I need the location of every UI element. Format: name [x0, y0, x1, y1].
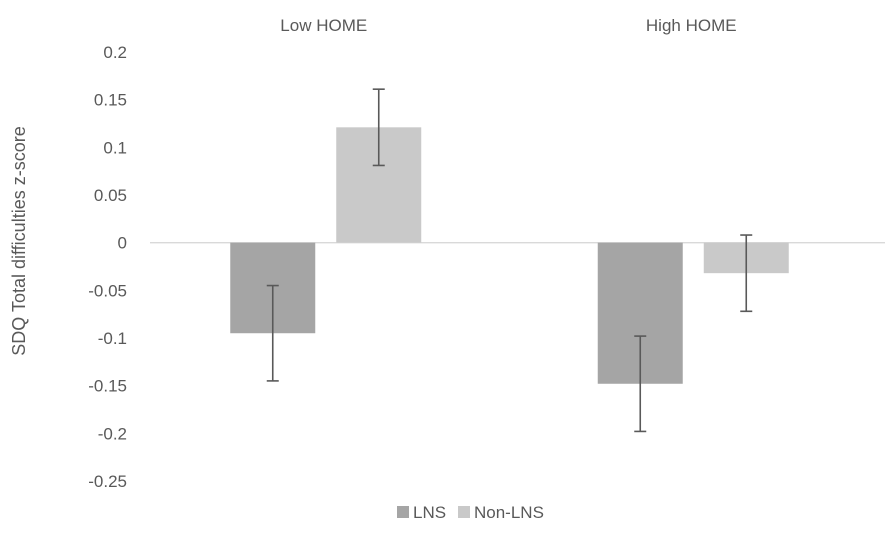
category-label: Low HOME: [280, 16, 367, 35]
y-tick-label: -0.05: [88, 281, 127, 300]
legend-swatch-non-lns: [458, 506, 470, 518]
error-bars: [266, 88, 753, 433]
bars: [230, 127, 789, 384]
error-bar: [372, 88, 385, 167]
category-labels: Low HOME High HOME: [280, 16, 736, 35]
legend-label-lns: LNS: [413, 503, 446, 522]
category-label: High HOME: [646, 16, 737, 35]
y-tick-label: 0.05: [94, 186, 127, 205]
legend: LNS Non-LNS: [397, 503, 544, 522]
error-bar: [634, 335, 647, 433]
y-tick-label: 0.1: [103, 138, 127, 157]
error-bar: [740, 234, 753, 313]
legend-label-non-lns: Non-LNS: [474, 503, 544, 522]
y-axis-ticks: 0.2 0.15 0.1 0.05 0 -0.05 -0.1 -0.15 -0.2 -0.25: [88, 43, 127, 491]
legend-swatch-lns: [397, 506, 409, 518]
y-tick-label: 0: [118, 234, 127, 253]
y-tick-label: -0.1: [98, 329, 127, 348]
error-bar: [266, 284, 279, 382]
y-tick-label: -0.15: [88, 377, 127, 396]
y-tick-label: -0.25: [88, 472, 127, 491]
y-tick-label: 0.15: [94, 91, 127, 110]
y-tick-label: -0.2: [98, 424, 127, 443]
y-axis-title: SDQ Total difficulties z-score: [9, 126, 29, 355]
y-tick-label: 0.2: [103, 43, 127, 62]
